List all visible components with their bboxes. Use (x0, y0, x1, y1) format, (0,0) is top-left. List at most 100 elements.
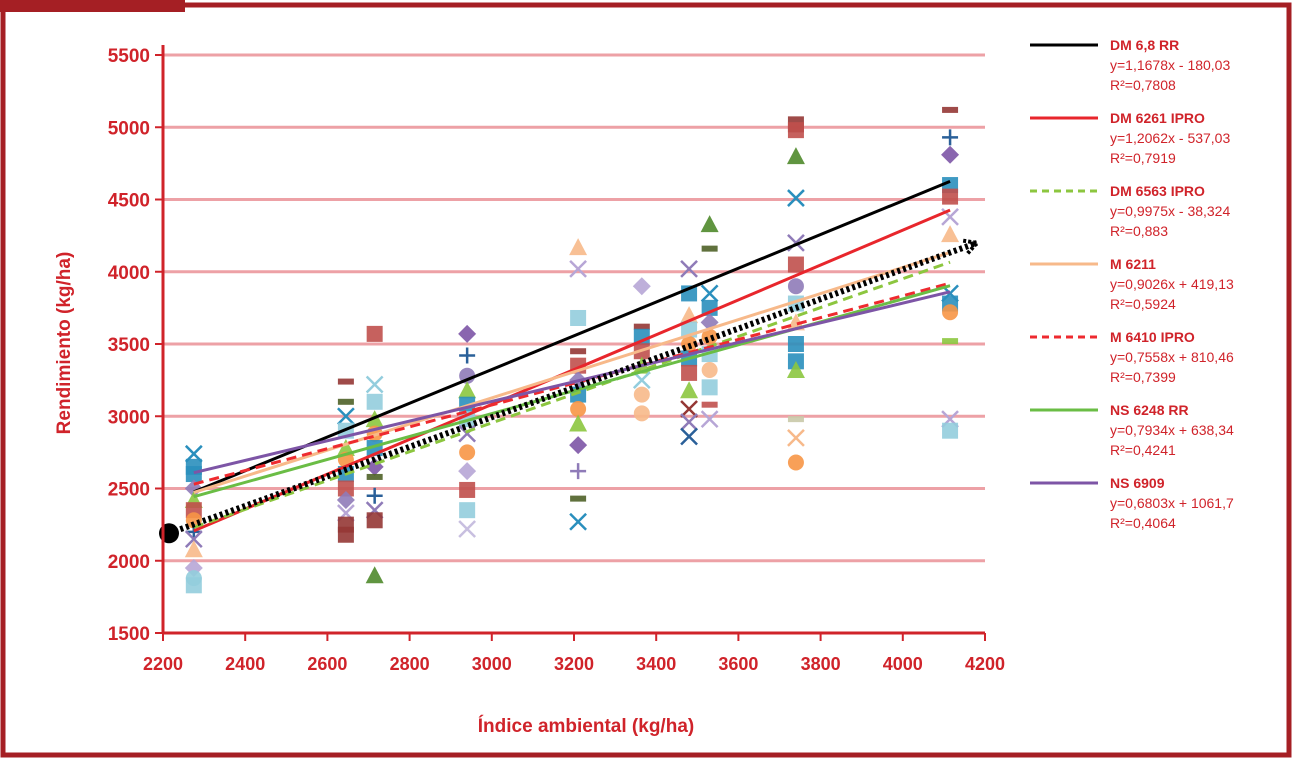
trend-line-4 (193, 251, 951, 494)
x-tick-label: 3000 (472, 654, 512, 674)
data-point (365, 375, 384, 394)
data-point (787, 189, 805, 207)
data-point (337, 407, 355, 426)
data-point (632, 371, 651, 390)
y-axis-ticks: 1500 2000 2500 3000 3500 4000 4500 5000 5500 (108, 46, 150, 645)
data-point (569, 259, 587, 278)
data-point (185, 466, 202, 483)
data-point (786, 361, 805, 379)
data-point (942, 338, 959, 345)
legend-series-name: NS 6909 (1110, 475, 1165, 491)
data-point (336, 491, 355, 510)
data-point (787, 454, 804, 471)
data-point (337, 526, 354, 543)
legend-series-name: DM 6,8 RR (1110, 37, 1179, 53)
x-tick-label: 3600 (718, 654, 758, 674)
data-point (458, 462, 477, 481)
y-tick-label: 5500 (108, 46, 150, 67)
y-tick-label: 4000 (108, 263, 150, 284)
legend-entry: DM 6,8 RR y=1,1678x - 180,03 R²=0,7808 (1030, 37, 1230, 93)
data-point (366, 512, 383, 529)
data-point (701, 245, 718, 252)
data-point (366, 393, 383, 410)
data-point (184, 530, 203, 548)
legend-series-name: NS 6248 RR (1110, 402, 1189, 418)
data-point (787, 336, 804, 352)
data-point (365, 566, 384, 584)
data-point (680, 400, 698, 418)
legend-r-squared: R²=0,4064 (1110, 515, 1176, 531)
data-point (570, 401, 587, 418)
data-point (941, 145, 960, 164)
y-tick-label: 2000 (108, 552, 150, 573)
trend-line-2 (193, 208, 951, 533)
x-tick-label: 3400 (636, 654, 676, 674)
data-point (337, 480, 354, 497)
trend-line-7 (193, 290, 951, 475)
legend-series-name: DM 6261 IPRO (1110, 110, 1205, 126)
legend-r-squared: R²=0,4241 (1110, 442, 1176, 458)
data-point (459, 347, 476, 364)
legend-entry: DM 6261 IPRO y=1,2062x - 537,03 R²=0,7919 (1030, 110, 1230, 166)
legend-r-squared: R²=0,883 (1110, 223, 1168, 239)
data-point (458, 520, 477, 538)
trend-line-3 (193, 260, 951, 529)
data-point (458, 381, 477, 399)
y-axis-label: Rendimiento (kg/ha) (54, 252, 75, 435)
x-tick-label: 3200 (554, 654, 594, 674)
legend-entry: DM 6563 IPRO y=0,9975x - 38,324 R²=0,883 (1030, 183, 1230, 239)
legend-series-name: M 6211 (1110, 256, 1156, 272)
legend-series-name: DM 6563 IPRO (1110, 183, 1205, 199)
data-point (681, 364, 698, 381)
data-point (942, 304, 959, 321)
data-point (184, 444, 203, 463)
data-point (459, 502, 476, 519)
x-tick-label: 4000 (883, 654, 923, 674)
data-point (787, 278, 804, 295)
x-axis-label: Índice ambiental (kg/ha) (478, 715, 694, 737)
data-point (942, 106, 959, 113)
data-point (366, 487, 383, 504)
data-point (569, 512, 587, 531)
reference-dotted-line (167, 240, 979, 537)
trend-line-1 (193, 179, 951, 494)
data-point (569, 436, 588, 455)
data-point (185, 577, 202, 594)
data-point (787, 256, 804, 273)
legend-entry: M 6211 y=0,9026x + 419,13 R²=0,5924 (1030, 256, 1234, 312)
data-point (680, 413, 698, 431)
data-point (337, 378, 354, 385)
data-point (700, 215, 719, 233)
legend-r-squared: R²=0,7399 (1110, 369, 1176, 385)
header-tab (0, 0, 185, 12)
data-point (942, 129, 959, 146)
data-point (700, 410, 719, 429)
legend-equation: y=0,9975x - 38,324 (1110, 203, 1230, 219)
x-axis-ticks: 2200 2400 2600 2800 3000 3200 3400 3600 3800 4000… (143, 654, 1005, 674)
data-point (458, 324, 477, 343)
data-point (787, 416, 804, 423)
y-tick-label: 4500 (108, 191, 150, 212)
x-tick-label: 3800 (801, 654, 841, 674)
legend-equation: y=0,6803x + 1061,7 (1110, 495, 1234, 511)
x-tick-label: 2200 (143, 654, 183, 674)
y-tick-label: 3000 (108, 407, 150, 428)
legend-entry: NS 6909 y=0,6803x + 1061,7 R²=0,4064 (1030, 475, 1234, 531)
data-point (700, 284, 719, 303)
data-point (366, 325, 383, 342)
trend-lines (193, 179, 951, 533)
data-point (701, 401, 718, 408)
data-point (787, 429, 805, 447)
data-point (680, 381, 699, 399)
legend-r-squared: R²=0,5924 (1110, 296, 1176, 312)
data-point (459, 444, 476, 461)
legend-series-name: M 6410 IPRO (1110, 329, 1195, 345)
data-point (570, 495, 587, 502)
x-tick-label: 4200 (965, 654, 1005, 674)
legend-equation: y=0,9026x + 419,13 (1110, 276, 1234, 292)
data-point (633, 386, 650, 403)
legend-entry: NS 6248 RR y=0,7934x + 638,34 R²=0,4241 (1030, 402, 1234, 458)
